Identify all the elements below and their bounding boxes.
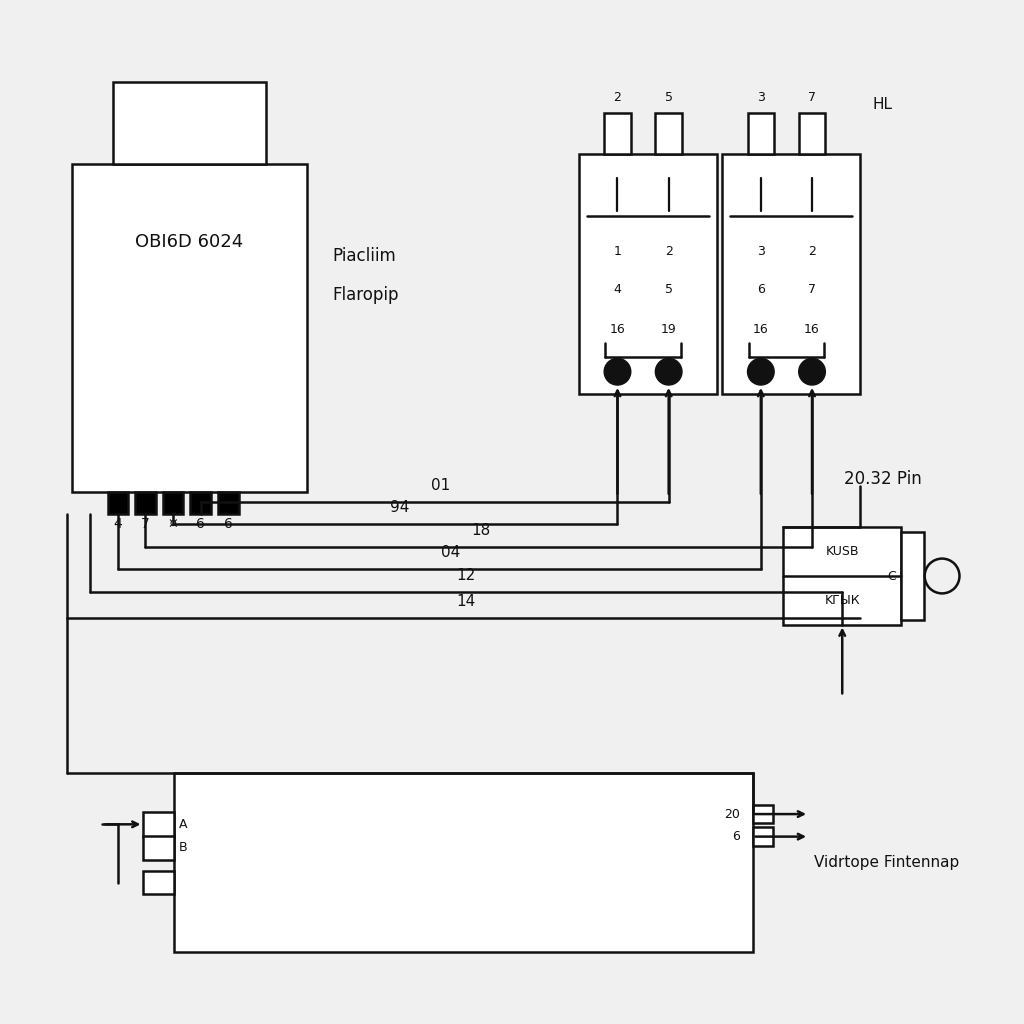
Text: 1: 1	[613, 245, 622, 258]
Bar	[135, 492, 156, 514]
Text: 7: 7	[808, 283, 816, 296]
Text: 7: 7	[808, 91, 816, 104]
Bar	[163, 492, 183, 514]
Text: 2: 2	[613, 91, 622, 104]
Text: HL: HL	[872, 97, 893, 112]
Text: 16: 16	[804, 323, 820, 336]
Bar	[174, 773, 753, 952]
Bar	[579, 154, 717, 394]
Text: 3: 3	[757, 91, 765, 104]
Text: 01: 01	[431, 477, 450, 493]
Bar	[783, 527, 901, 625]
Text: 6: 6	[224, 517, 232, 531]
Text: 20.32 Pin: 20.32 Pin	[845, 470, 922, 488]
Bar	[748, 113, 774, 154]
Text: 18: 18	[472, 522, 490, 538]
Text: 12: 12	[457, 567, 475, 583]
Bar	[604, 113, 631, 154]
Text: 4: 4	[114, 517, 122, 531]
Text: 5: 5	[665, 283, 673, 296]
Bar	[753, 805, 773, 823]
Text: 19: 19	[660, 323, 677, 336]
Bar	[218, 492, 239, 514]
Bar	[901, 532, 924, 620]
Text: B: B	[179, 842, 187, 854]
Bar	[799, 113, 825, 154]
Text: 16: 16	[753, 323, 769, 336]
Text: 04: 04	[441, 545, 460, 560]
Text: C: C	[887, 569, 896, 583]
Bar	[190, 492, 211, 514]
Text: ¤: ¤	[169, 517, 177, 531]
Text: Piacliim: Piacliim	[333, 247, 396, 264]
Text: KUSB: KUSB	[825, 545, 859, 558]
Text: 20: 20	[724, 808, 740, 820]
Text: KГЫК: KГЫК	[824, 594, 860, 607]
Bar	[143, 812, 174, 837]
Circle shape	[604, 358, 631, 385]
Text: 6: 6	[197, 517, 205, 531]
Text: 4: 4	[613, 283, 622, 296]
Bar	[72, 164, 307, 492]
Text: 7: 7	[141, 517, 150, 531]
Text: 6: 6	[757, 283, 765, 296]
Bar	[655, 113, 682, 154]
Bar	[113, 82, 266, 164]
Text: 16: 16	[609, 323, 626, 336]
Bar	[722, 154, 860, 394]
Text: Flaropip: Flaropip	[333, 286, 399, 304]
Bar	[753, 827, 773, 846]
Text: OBI6D 6024: OBI6D 6024	[135, 233, 244, 252]
Text: 14: 14	[457, 594, 475, 609]
Text: A: A	[179, 818, 187, 830]
Text: 3: 3	[757, 245, 765, 258]
Text: 2: 2	[665, 245, 673, 258]
Text: 5: 5	[665, 91, 673, 104]
Circle shape	[748, 358, 774, 385]
Text: 6: 6	[732, 830, 740, 843]
Text: Vidrtope Fintennap: Vidrtope Fintennap	[814, 855, 959, 870]
Bar	[143, 871, 174, 894]
Text: 2: 2	[808, 245, 816, 258]
Bar	[143, 836, 174, 860]
Circle shape	[799, 358, 825, 385]
Circle shape	[655, 358, 682, 385]
Bar	[108, 492, 128, 514]
Text: 94: 94	[390, 500, 409, 515]
